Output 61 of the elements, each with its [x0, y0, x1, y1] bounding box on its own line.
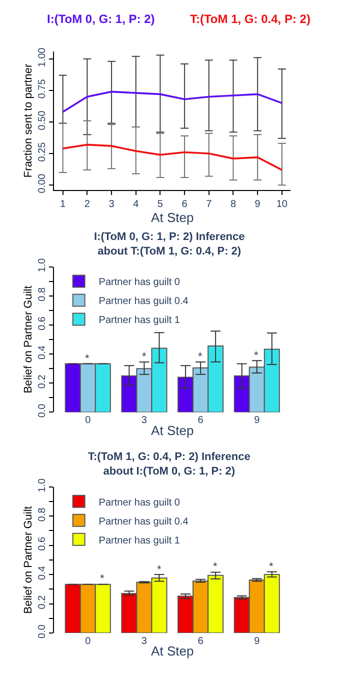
y-tick-label: 0.00 [37, 173, 48, 194]
legend-label: Partner has guilt 0 [98, 497, 180, 508]
y-tick-label: 0.2 [37, 594, 48, 610]
x-axis-title: At Step [151, 210, 194, 226]
x-axis-title: At Step [151, 422, 194, 438]
data-label: * [254, 350, 259, 362]
y-tick-label: 1.0 [37, 258, 48, 272]
x-axis-title: At Step [151, 644, 194, 659]
data-label: * [198, 351, 203, 363]
data-label: * [269, 561, 274, 573]
y-axis-title: Belief on Partner Guilt [22, 506, 35, 614]
x-tick-label: 4 [133, 199, 140, 210]
text: I:(ToM 0, G: 1, P: 2) [47, 12, 155, 26]
y-tick-label: 0.8 [37, 286, 48, 302]
x-tick-label: 6 [198, 415, 204, 426]
chart-title: T:(ToM 1, G: 0.4, P: 2) Inference about I:(ToM 0, G: 1, P: 2) [88, 451, 250, 478]
y-tick-label: 0.4 [37, 345, 48, 360]
y-tick-label: 0.0 [37, 403, 48, 418]
x-tick-label: 0 [85, 636, 92, 647]
x-tick-label: 10 [276, 199, 288, 210]
data-label: * [85, 353, 90, 365]
x-tick-label: 2 [84, 199, 90, 210]
x-tick-label: 6 [198, 636, 204, 647]
text: T:(ToM 1, G: 0.4, P: 2) [190, 12, 310, 26]
y-tick-label: 0.6 [37, 536, 48, 551]
x-tick-label: 3 [108, 199, 115, 210]
y-tick-label: 0.50 [37, 110, 48, 130]
x-tick-label: 7 [206, 199, 212, 210]
line-series [62, 144, 283, 171]
data-label: * [157, 564, 162, 576]
data-label: * [213, 561, 218, 573]
x-tick-label: 1 [60, 199, 66, 210]
line-series [62, 90, 283, 113]
y-tick-label: 0.0 [37, 624, 48, 638]
x-tick-label: 9 [254, 636, 260, 647]
x-tick-label: 9 [254, 415, 260, 426]
y-axis-title: Belief on Partner Guilt [22, 286, 35, 394]
x-tick-label: 6 [182, 199, 188, 210]
legend-label: Partner has guilt 1 [98, 315, 180, 326]
data-label: * [100, 573, 105, 585]
y-tick-label: 0.25 [37, 142, 48, 162]
y-tick-label: 0.4 [37, 566, 48, 580]
y-tick-label: 0.8 [37, 507, 48, 522]
legend-label: Partner has guilt 0.4 [98, 296, 189, 308]
y-tick-label: 1.0 [37, 478, 48, 492]
y-tick-label: 1.00 [37, 47, 48, 68]
legend-label: Partner has guilt 1 [98, 535, 180, 546]
x-tick-label: 0 [85, 415, 92, 426]
y-axis-title: Fraction sent to partner [22, 64, 35, 178]
legend-label: Partner has guilt 0 [98, 277, 180, 288]
y-tick-label: 0.75 [37, 78, 48, 99]
x-tick-label: 8 [230, 199, 236, 210]
data-label: * [142, 351, 147, 363]
x-tick-label: 5 [157, 199, 164, 210]
legend-label: Partner has guilt 0.4 [98, 516, 189, 528]
x-tick-label: 3 [141, 415, 148, 426]
x-tick-label: 3 [141, 636, 148, 647]
y-tick-label: 0.6 [37, 316, 48, 330]
chart-title: I:(ToM 0, G: 1, P: 2) Inference about T:(ToM 1, G: 0.4, P: 2) [94, 231, 245, 258]
x-tick-label: 9 [254, 199, 261, 210]
y-tick-label: 0.2 [37, 374, 48, 389]
